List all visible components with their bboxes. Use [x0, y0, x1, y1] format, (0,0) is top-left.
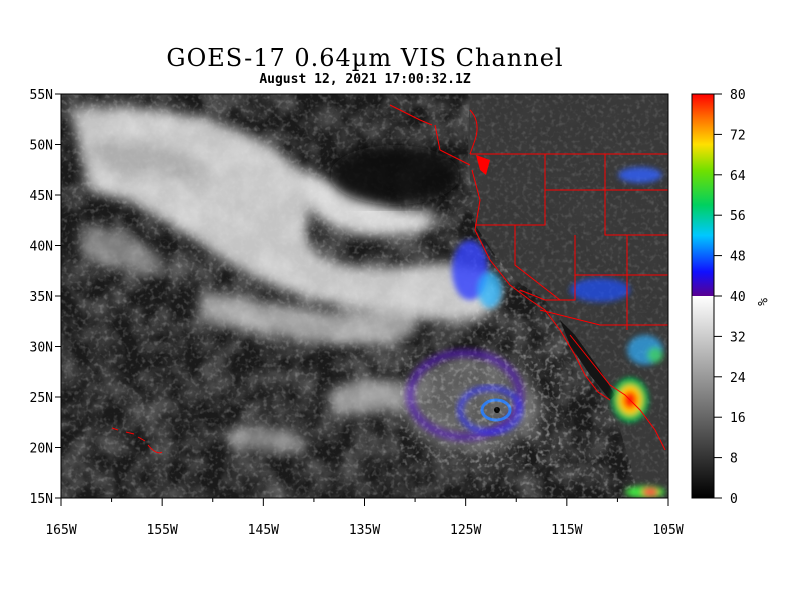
lat-tick-label: 30N: [30, 341, 53, 356]
tropical-cyclone: [400, 349, 560, 465]
colorbar-gray-segment: [692, 296, 714, 498]
colorbar-color-segment: [692, 94, 714, 296]
lon-tick-label: 165W: [45, 523, 76, 538]
coastal-high-reflectance: [452, 167, 663, 365]
latitude-axis: 55N 50N 45N 40N 35N 30N 25N 20N 15N: [30, 88, 61, 507]
colorbar-unit: %: [754, 298, 769, 306]
lat-tick-label: 35N: [30, 290, 53, 305]
colorbar-tick-label: 32: [730, 330, 746, 345]
colorbar-tick-label: 24: [730, 371, 746, 386]
lon-tick-label: 115W: [551, 523, 582, 538]
colorbar-tick-label: 40: [730, 290, 746, 305]
longitude-axis: 165W 155W 145W 135W 125W 115W 105W: [45, 498, 684, 538]
chart-title: GOES-17 0.64µm VIS Channel: [166, 44, 564, 72]
storm-cell-washington: [476, 155, 490, 175]
colorbar-tick-label: 8: [730, 452, 738, 467]
lat-tick-label: 40N: [30, 240, 53, 255]
colorbar-tick-label: 80: [730, 88, 746, 103]
clear-sky-region: [330, 145, 460, 205]
satellite-imagery: [61, 94, 668, 498]
lat-tick-label: 50N: [30, 139, 53, 154]
lon-tick-label: 155W: [147, 523, 178, 538]
lat-tick-label: 55N: [30, 88, 53, 103]
colorbar-tick-label: 72: [730, 128, 746, 143]
colorbar-tick-label: 56: [730, 209, 746, 224]
lon-tick-label: 105W: [652, 523, 683, 538]
colorbar-tick-label: 16: [730, 411, 746, 426]
colorbar-tick-label: 0: [730, 492, 738, 507]
colorbar-tick-label: 48: [730, 250, 746, 265]
lat-tick-label: 20N: [30, 442, 53, 457]
lon-tick-label: 145W: [248, 523, 279, 538]
political-boundaries: [111, 104, 668, 454]
lat-tick-label: 25N: [30, 391, 53, 406]
lat-tick-label: 15N: [30, 492, 53, 507]
lat-tick-label: 45N: [30, 189, 53, 204]
chart-subtitle: August 12, 2021 17:00:32.1Z: [259, 72, 471, 87]
lon-tick-label: 135W: [349, 523, 380, 538]
colorbar-tick-label: 64: [730, 169, 746, 184]
lon-tick-label: 125W: [450, 523, 481, 538]
